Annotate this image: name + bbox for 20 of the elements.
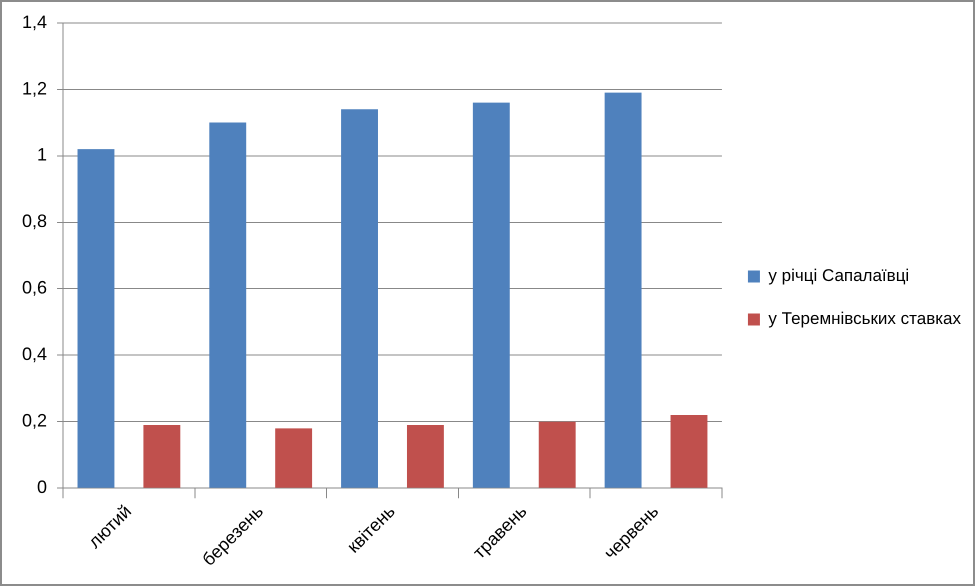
bar bbox=[472, 102, 510, 488]
bar bbox=[538, 422, 576, 488]
legend-label: у річці Сапалаївці bbox=[768, 266, 910, 286]
bar bbox=[143, 425, 180, 488]
bar bbox=[78, 149, 114, 488]
y-tick-label: 0 bbox=[37, 477, 48, 498]
y-tick-label: 0,4 bbox=[22, 344, 48, 364]
y-tick-label: 0,8 bbox=[22, 211, 48, 232]
y-tick-label: 0,6 bbox=[22, 278, 48, 298]
legend-label: у Теремнівських ставках bbox=[768, 309, 962, 328]
bar bbox=[670, 415, 708, 488]
y-tick-label: 1,2 bbox=[22, 78, 48, 98]
y-tick-label: 1,4 bbox=[22, 12, 48, 32]
bar bbox=[341, 109, 378, 488]
bar bbox=[275, 428, 312, 488]
y-tick-label: 1 bbox=[37, 144, 48, 165]
y-tick-label: 0,2 bbox=[22, 410, 48, 431]
bar bbox=[406, 425, 444, 488]
bar bbox=[209, 122, 246, 488]
bar bbox=[604, 92, 642, 488]
